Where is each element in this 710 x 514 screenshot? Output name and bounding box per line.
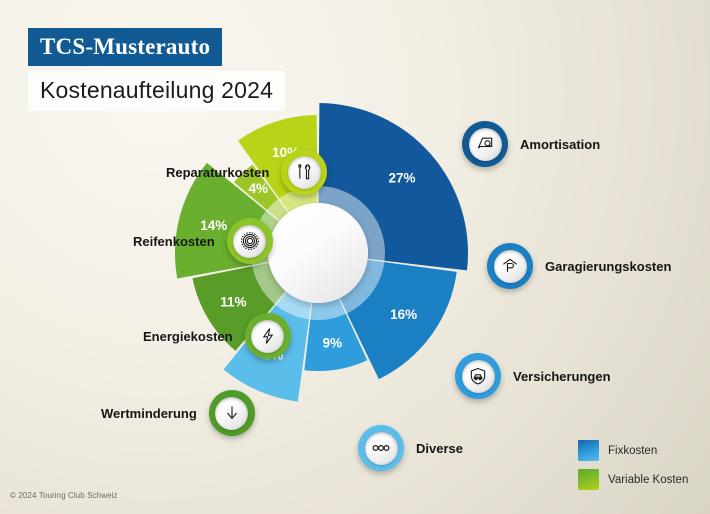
slice-percent-label: 16%: [390, 307, 417, 322]
slice-percent-label: 27%: [388, 170, 415, 185]
callout-label: Versicherungen: [513, 368, 611, 384]
badge-versicherungen[interactable]: [455, 353, 501, 399]
icon-well: [233, 224, 267, 258]
icon-well: [215, 396, 249, 430]
icon-well: [287, 155, 321, 189]
callout-label: Reparaturkosten: [166, 164, 270, 180]
legend-item-variable-kosten[interactable]: Variable Kosten: [578, 469, 688, 490]
legend-swatch-variable-kosten: [578, 469, 599, 490]
icon-well: [468, 127, 502, 161]
callout-wertminderung[interactable]: Wertminderung: [101, 390, 255, 436]
legend: Fixkosten Variable Kosten: [578, 440, 688, 498]
legend-label: Variable Kosten: [608, 473, 689, 486]
callout-label: Reifenkosten: [133, 233, 215, 249]
slice-percent-label: 9%: [323, 336, 343, 351]
callout-versicherungen[interactable]: Versicherungen: [455, 353, 611, 399]
down-arrow-icon: [226, 406, 237, 420]
page-title: TCS-Musterauto: [28, 28, 223, 66]
legend-item-fixkosten[interactable]: Fixkosten: [578, 440, 688, 461]
pie-slice[interactable]: [339, 259, 457, 380]
callout-label: Diverse: [416, 440, 463, 456]
callout-amortisation[interactable]: Amortisation: [462, 121, 600, 167]
callout-energiekosten[interactable]: Energiekosten: [143, 313, 291, 359]
callout-label: Wertminderung: [101, 405, 197, 421]
tire-icon: [240, 232, 259, 250]
pie-slice[interactable]: [233, 164, 289, 221]
badge-amortisation[interactable]: [462, 121, 508, 167]
document-magnifier-icon: [477, 137, 493, 149]
slice-group: [175, 103, 468, 402]
shield-car-icon: [470, 367, 486, 385]
callout-label: Energiekosten: [143, 328, 233, 344]
badge-garagierungskosten[interactable]: [487, 243, 533, 289]
icon-well: [251, 319, 285, 353]
badge-energiekosten[interactable]: [244, 313, 291, 359]
slice-percent-label: 14%: [200, 218, 227, 233]
icon-well: [461, 359, 495, 393]
badge-wertminderung[interactable]: [208, 390, 255, 436]
legend-swatch-fixkosten: [578, 440, 599, 461]
page-subtitle: Kostenaufteilung 2024: [28, 71, 286, 111]
donut-chart: 27%16%9%9%11%14%4%10%: [163, 98, 473, 408]
callout-garagierungskosten[interactable]: Garagierungskosten: [487, 243, 671, 289]
callout-reparaturkosten[interactable]: Reparaturkosten: [166, 149, 328, 195]
slice-percent-label: 4%: [249, 181, 269, 196]
hub-disc: [268, 203, 368, 303]
copyright-text: © 2024 Touring Club Schweiz: [10, 491, 118, 500]
badge-diverse[interactable]: [358, 425, 404, 471]
icon-well: [364, 431, 398, 465]
callout-reifenkosten[interactable]: Reifenkosten: [133, 218, 273, 264]
icon-well: [493, 249, 527, 283]
lightning-bolt-icon: [262, 328, 273, 344]
pie-slice[interactable]: [318, 103, 468, 271]
badge-reifenkosten[interactable]: [226, 218, 273, 264]
callout-label: Amortisation: [520, 136, 601, 152]
parking-p-icon: [503, 258, 517, 272]
three-dots-icon: [372, 445, 390, 451]
slice-percent-label: 11%: [220, 295, 246, 310]
badge-reparaturkosten[interactable]: [281, 149, 328, 195]
callout-diverse[interactable]: Diverse: [358, 425, 463, 471]
legend-label: Fixkosten: [608, 444, 658, 457]
tools-icon: [298, 164, 311, 180]
title-block: TCS-Musterauto Kostenaufteilung 2024: [28, 28, 286, 111]
donut-svg: 27%16%9%9%11%14%4%10%: [175, 103, 468, 402]
callout-label: Garagierungskosten: [545, 258, 672, 274]
pie-slice[interactable]: [192, 262, 286, 351]
pie-slice[interactable]: [304, 298, 368, 371]
